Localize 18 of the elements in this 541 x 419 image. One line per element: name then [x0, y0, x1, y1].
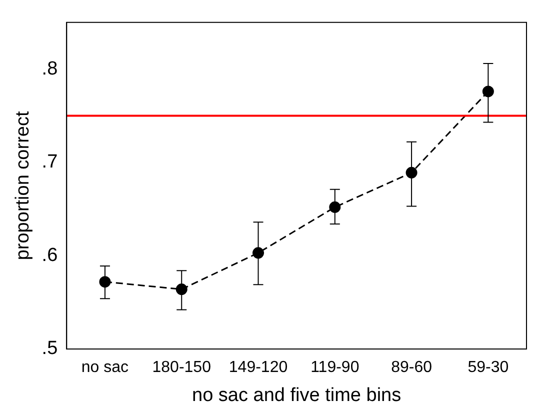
x-tick-label: 149-120	[228, 359, 288, 376]
y-axis-title: proportion correct	[12, 110, 34, 260]
y-tick-label: .8	[42, 58, 58, 80]
x-tick-label: 89-60	[391, 359, 432, 376]
point	[99, 276, 111, 288]
point	[482, 86, 494, 98]
point	[176, 284, 188, 296]
point	[329, 201, 341, 213]
y-tick-label: .7	[42, 152, 58, 173]
x-axis-title: no sac and five time bins	[192, 384, 402, 406]
y-tick-label: .5	[42, 338, 58, 360]
x-tick-label: 180-150	[152, 359, 212, 376]
x-tick-label: no sac	[81, 359, 129, 376]
x-tick-label: 119-90	[310, 359, 360, 376]
x-tick-label: 59-30	[468, 359, 509, 376]
y-tick-label: .6	[42, 244, 58, 266]
point	[252, 247, 264, 259]
point	[406, 166, 418, 178]
